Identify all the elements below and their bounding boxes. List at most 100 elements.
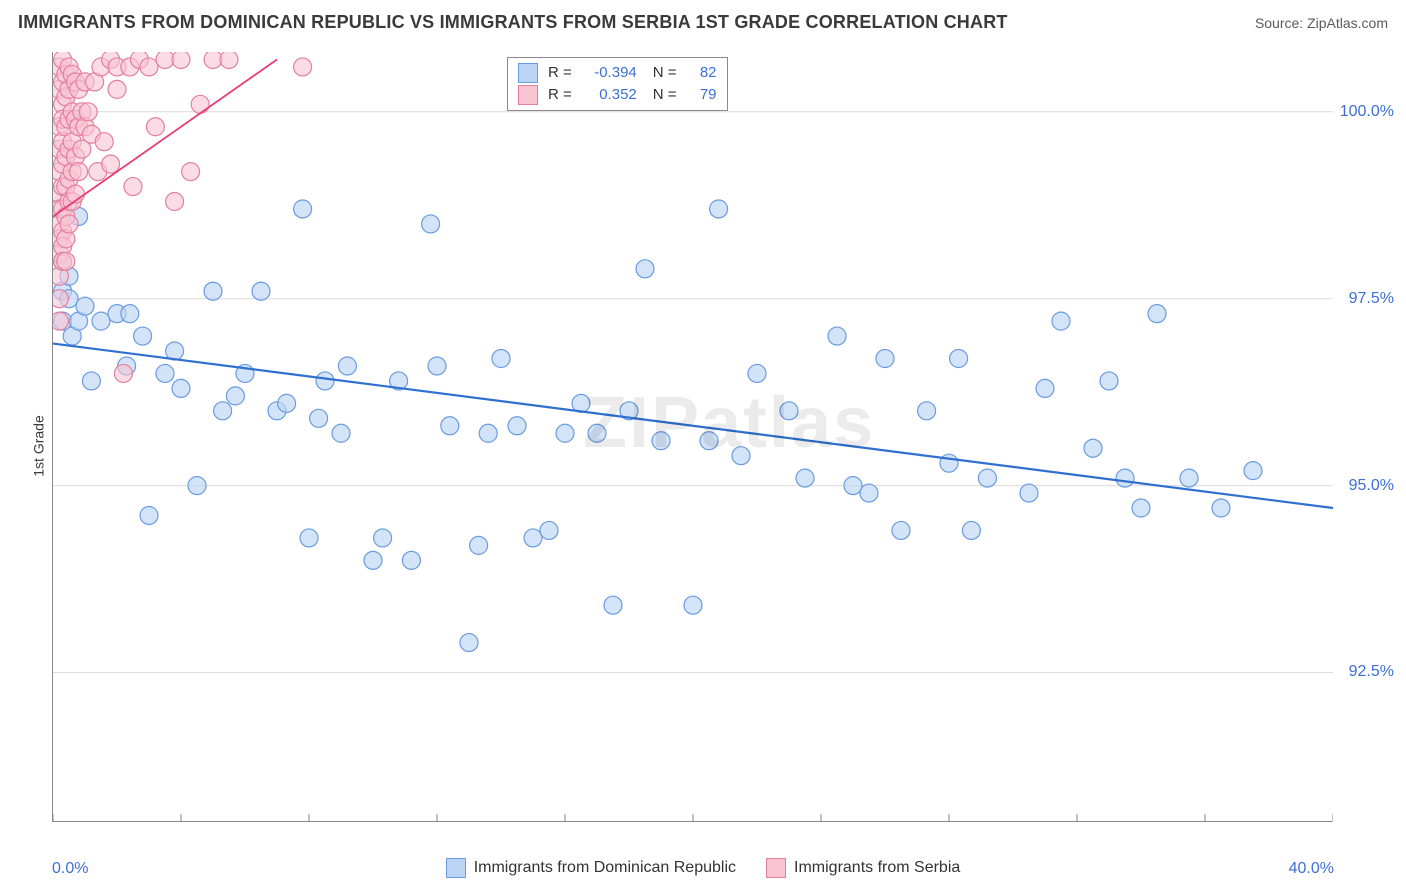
data-point-dominican <box>556 424 574 442</box>
data-point-dominican <box>1180 469 1198 487</box>
data-point-serbia <box>57 252 75 270</box>
n-label: N = <box>653 62 677 84</box>
data-point-serbia <box>102 155 120 173</box>
data-point-serbia <box>191 95 209 113</box>
data-point-dominican <box>508 417 526 435</box>
data-point-dominican <box>82 372 100 390</box>
data-point-serbia <box>70 163 88 181</box>
r-value: 0.352 <box>582 84 637 106</box>
data-point-serbia <box>53 312 68 330</box>
legend-swatch-icon <box>766 858 786 878</box>
data-point-dominican <box>876 350 894 368</box>
data-point-dominican <box>892 521 910 539</box>
data-point-dominican <box>748 364 766 382</box>
data-point-dominican <box>204 282 222 300</box>
data-point-serbia <box>140 58 158 76</box>
n-value: 82 <box>687 62 717 84</box>
data-point-dominican <box>76 297 94 315</box>
y-tick-label: 95.0% <box>1349 477 1394 495</box>
data-point-dominican <box>121 305 139 323</box>
data-point-serbia <box>60 215 78 233</box>
data-point-dominican <box>428 357 446 375</box>
r-value: -0.394 <box>582 62 637 84</box>
data-point-serbia <box>220 52 238 68</box>
data-point-serbia <box>95 133 113 151</box>
data-point-serbia <box>114 364 132 382</box>
legend-swatch-icon <box>518 63 538 83</box>
data-point-dominican <box>1212 499 1230 517</box>
data-point-dominican <box>214 402 232 420</box>
data-point-dominican <box>860 484 878 502</box>
data-point-dominican <box>156 364 174 382</box>
legend-swatch-icon <box>518 85 538 105</box>
data-point-dominican <box>1036 379 1054 397</box>
data-point-dominican <box>402 551 420 569</box>
r-label: R = <box>548 84 572 106</box>
data-point-serbia <box>294 58 312 76</box>
data-point-dominican <box>300 529 318 547</box>
data-point-dominican <box>140 506 158 524</box>
data-point-dominican <box>524 529 542 547</box>
data-point-dominican <box>732 447 750 465</box>
data-point-dominican <box>338 357 356 375</box>
n-value: 79 <box>687 84 717 106</box>
data-point-dominican <box>540 521 558 539</box>
data-point-dominican <box>252 282 270 300</box>
data-point-serbia <box>79 103 97 121</box>
y-axis-label: 1st Grade <box>31 415 47 476</box>
data-point-dominican <box>1148 305 1166 323</box>
legend-item: Immigrants from Dominican Republic <box>446 858 736 878</box>
data-point-dominican <box>479 424 497 442</box>
data-point-dominican <box>684 596 702 614</box>
data-point-dominican <box>588 424 606 442</box>
data-point-dominican <box>310 409 328 427</box>
data-point-dominican <box>492 350 510 368</box>
data-point-dominican <box>796 469 814 487</box>
data-point-dominican <box>441 417 459 435</box>
data-point-dominican <box>828 327 846 345</box>
data-point-dominican <box>316 372 334 390</box>
data-point-dominican <box>172 379 190 397</box>
legend-label: Immigrants from Serbia <box>794 859 960 877</box>
data-point-dominican <box>962 521 980 539</box>
data-point-serbia <box>172 52 190 68</box>
data-point-dominican <box>294 200 312 218</box>
r-label: R = <box>548 62 572 84</box>
y-tick-label: 97.5% <box>1349 290 1394 308</box>
plot-area: ZIPatlas R =-0.394N =82R =0.352N =79 <box>52 52 1332 822</box>
data-point-dominican <box>364 551 382 569</box>
series-legend: Immigrants from Dominican Republic Immigr… <box>0 858 1406 878</box>
source-label: Source: ZipAtlas.com <box>1255 15 1388 31</box>
chart-title: IMMIGRANTS FROM DOMINICAN REPUBLIC VS IM… <box>18 12 1008 33</box>
y-tick-label: 92.5% <box>1349 663 1394 681</box>
legend-label: Immigrants from Dominican Republic <box>474 859 736 877</box>
data-point-dominican <box>470 536 488 554</box>
trend-line-dominican <box>53 344 1333 508</box>
data-point-dominican <box>374 529 392 547</box>
data-point-serbia <box>166 193 184 211</box>
data-point-dominican <box>780 402 798 420</box>
data-point-dominican <box>1116 469 1134 487</box>
data-point-dominican <box>1244 462 1262 480</box>
correlation-legend: R = -0.394 N = 82 R = 0.352 N = 79 <box>507 57 728 111</box>
data-point-dominican <box>422 215 440 233</box>
data-point-dominican <box>92 312 110 330</box>
data-point-dominican <box>188 477 206 495</box>
legend-row: R = 0.352 N = 79 <box>518 84 717 106</box>
data-point-dominican <box>460 634 478 652</box>
data-point-dominican <box>978 469 996 487</box>
data-point-dominican <box>332 424 350 442</box>
legend-swatch-icon <box>446 858 466 878</box>
data-point-dominican <box>1132 499 1150 517</box>
data-point-dominican <box>918 402 936 420</box>
n-label: N = <box>653 84 677 106</box>
data-point-dominican <box>1052 312 1070 330</box>
data-point-serbia <box>124 178 142 196</box>
y-tick-label: 100.0% <box>1340 103 1394 121</box>
data-point-dominican <box>700 432 718 450</box>
data-point-dominican <box>604 596 622 614</box>
data-point-dominican <box>1100 372 1118 390</box>
data-point-dominican <box>844 477 862 495</box>
data-point-dominican <box>278 394 296 412</box>
legend-item: Immigrants from Serbia <box>766 858 960 878</box>
